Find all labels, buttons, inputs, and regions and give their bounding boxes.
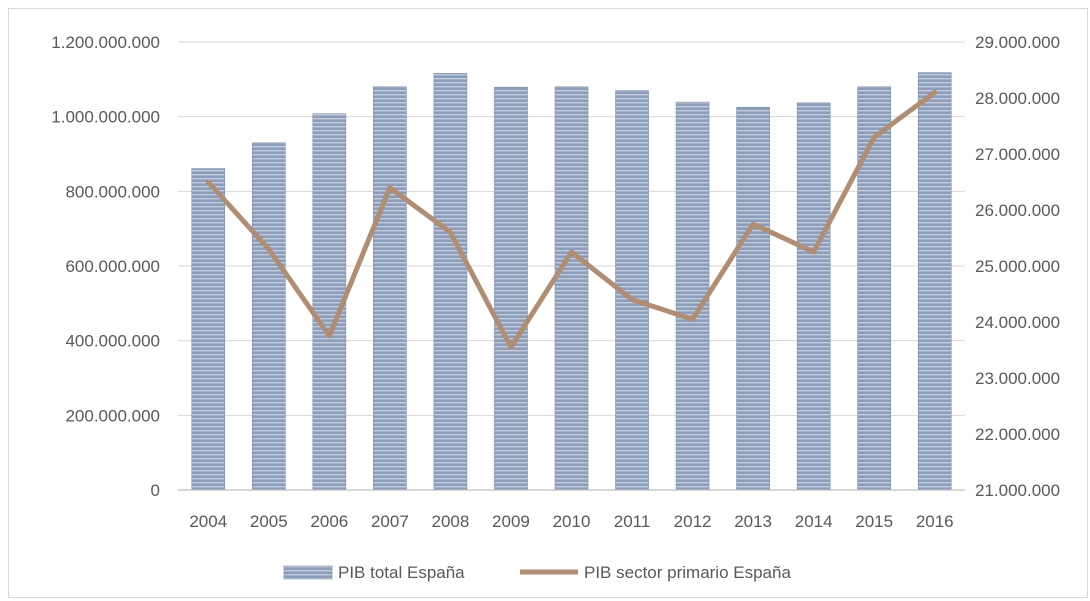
y-right-tick-label: 22.000.000 [975, 425, 1060, 444]
bar [675, 101, 710, 491]
x-tick-label: 2016 [916, 512, 954, 531]
bar [857, 86, 891, 491]
y-right-tick-label: 27.000.000 [975, 145, 1060, 164]
y-left-tick-label: 600.000.000 [65, 257, 160, 276]
bar-series [191, 72, 952, 491]
y-right-tick-label: 28.000.000 [975, 89, 1060, 108]
bar [191, 168, 226, 491]
x-tick-label: 2012 [674, 512, 712, 531]
x-tick-label: 2010 [553, 512, 591, 531]
chart-area [8, 8, 1088, 598]
y-right-tick-label: 21.000.000 [975, 481, 1060, 500]
axes: 0 200.000.000 400.000.000 600.000.000 800.00… [51, 33, 1060, 531]
y-left-tick-label: 800.000.000 [65, 182, 160, 201]
bar [373, 86, 407, 491]
y-left-tick-label: 0 [151, 481, 160, 500]
bar [736, 107, 770, 491]
x-tick-label: 2014 [795, 512, 833, 531]
y-right-tick-label: 23.000.000 [975, 369, 1060, 388]
legend: PIB total España PIB sector primario Espa… [283, 563, 791, 582]
y-right-tick-label: 25.000.000 [975, 257, 1060, 276]
bar [433, 73, 468, 491]
bar [494, 86, 528, 491]
y-right-tick-label: 29.000.000 [975, 33, 1060, 52]
legend-label-bar: PIB total España [338, 563, 465, 582]
x-tick-label: 2006 [310, 512, 348, 531]
bar [796, 102, 831, 491]
bar [554, 86, 589, 491]
x-tick-label: 2013 [734, 512, 772, 531]
legend-label-line: PIB sector primario España [584, 563, 791, 582]
y-left-tick-label: 400.000.000 [65, 332, 160, 351]
legend-swatch-bar [283, 565, 333, 580]
x-tick-label: 2011 [614, 512, 651, 531]
y-left-tick-label: 1.200.000.000 [51, 33, 160, 52]
x-tick-label: 2015 [855, 512, 893, 531]
x-tick-label: 2008 [432, 512, 470, 531]
y-right-tick-label: 26.000.000 [975, 201, 1060, 220]
y-right-tick-label: 24.000.000 [975, 313, 1060, 332]
x-tick-label: 2009 [492, 512, 530, 531]
bar [917, 72, 952, 491]
x-tick-label: 2004 [189, 512, 227, 531]
y-left-tick-label: 1.000.000.000 [51, 108, 160, 127]
bar [252, 142, 286, 491]
x-tick-label: 2005 [250, 512, 288, 531]
x-tick-label: 2007 [371, 512, 409, 531]
line-series [205, 89, 938, 350]
y-left-tick-label: 200.000.000 [65, 406, 160, 425]
